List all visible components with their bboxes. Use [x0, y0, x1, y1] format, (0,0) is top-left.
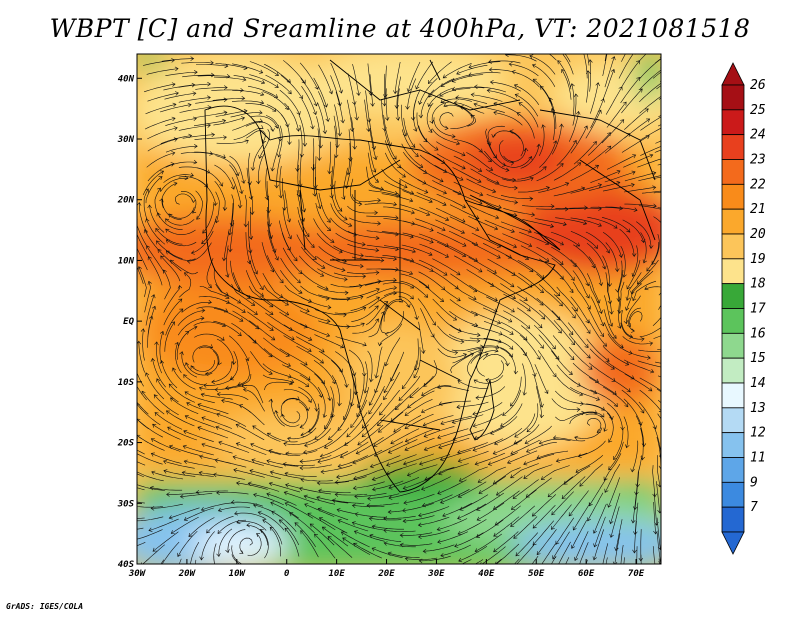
- y-tick-label: 10N: [118, 256, 135, 266]
- colorbar-label: 19: [750, 252, 766, 267]
- x-tick-label: 20W: [178, 569, 197, 579]
- colorbar-label: 15: [750, 351, 766, 366]
- x-tick-label: 20E: [377, 569, 395, 579]
- colorbar-label: 9: [750, 475, 758, 490]
- colorbar-bottom-arrow: [721, 531, 745, 555]
- colorbar-swatch: [721, 357, 745, 384]
- colorbar-label: 21: [750, 202, 766, 217]
- grads-credit: GrADS: IGES/COLA: [6, 602, 84, 611]
- colorbar-swatch: [721, 432, 745, 458]
- y-tick-label: 20N: [117, 196, 135, 206]
- x-tick-label: 70E: [628, 569, 645, 579]
- colorbar-label: 16: [750, 326, 766, 341]
- colorbar-swatch: [721, 308, 745, 334]
- colorbar-swatch: [721, 134, 745, 160]
- plot-frame: [136, 53, 662, 565]
- colorbar-label: 25: [750, 103, 766, 118]
- colorbar-label: 24: [750, 128, 766, 143]
- colorbar-swatch: [721, 233, 745, 260]
- colorbar-swatch: [721, 382, 745, 409]
- x-tick-label: 40E: [478, 569, 495, 579]
- colorbar-swatch: [721, 159, 745, 185]
- y-tick-label: 40S: [118, 560, 135, 570]
- colorbar-top-arrow: [721, 62, 745, 86]
- y-tick-label: 30N: [117, 135, 135, 145]
- y-tick-label: 10S: [118, 378, 135, 388]
- x-tick-label: 10W: [229, 569, 247, 579]
- x-tick-label: 30E: [427, 569, 445, 579]
- colorbar-label: 14: [750, 376, 766, 391]
- x-tick-label: 10E: [328, 569, 345, 579]
- colorbar-label: 23: [750, 153, 766, 168]
- colorbar-swatch: [721, 183, 745, 210]
- colorbar-label: 12: [750, 426, 766, 441]
- y-tick-label: 30S: [117, 499, 135, 509]
- x-axis: 30W 20W 10W 0 10E 20E 30E 40E 50E 60E 70E: [128, 559, 645, 579]
- colorbar-swatch: [721, 258, 745, 285]
- colorbar-label: 11: [750, 451, 766, 466]
- y-axis: 40N 30N 20N 10N EQ 10S 20S 30S 40S: [117, 74, 142, 570]
- x-tick-label: 50E: [528, 569, 545, 579]
- colorbar: 26 25 24 23 22 21 20 19 18 17 16 15 14 13 12 11 9 7: [721, 62, 766, 555]
- colorbar-label: 26: [750, 78, 766, 93]
- colorbar-swatch: [721, 283, 745, 309]
- colorbar-label: 17: [750, 302, 766, 317]
- colorbar-swatch: [721, 506, 745, 533]
- colorbar-swatch: [721, 332, 745, 359]
- colorbar-swatch: [721, 109, 745, 136]
- coastlines: [204, 59, 656, 493]
- x-tick-label: 60E: [578, 569, 595, 579]
- x-tick-label: 0: [284, 569, 290, 579]
- colorbar-label: 20: [750, 227, 766, 242]
- map-title: WBPT [C] and Sreamline at 400hPa, VT: 20…: [49, 14, 751, 43]
- y-tick-label: 40N: [118, 74, 135, 84]
- colorbar-label: 13: [750, 401, 766, 416]
- y-tick-label: 20S: [117, 439, 135, 449]
- colorbar-swatch: [721, 407, 745, 434]
- y-tick-label: EQ: [123, 317, 134, 327]
- colorbar-label: 18: [750, 277, 766, 292]
- colorbar-swatch: [721, 84, 745, 111]
- colorbar-swatch: [721, 481, 745, 508]
- colorbar-label: 22: [750, 177, 766, 192]
- colorbar-label: 7: [750, 500, 758, 515]
- colorbar-swatch: [721, 457, 745, 483]
- colorbar-swatch: [721, 208, 745, 235]
- x-tick-label: 30W: [128, 569, 147, 579]
